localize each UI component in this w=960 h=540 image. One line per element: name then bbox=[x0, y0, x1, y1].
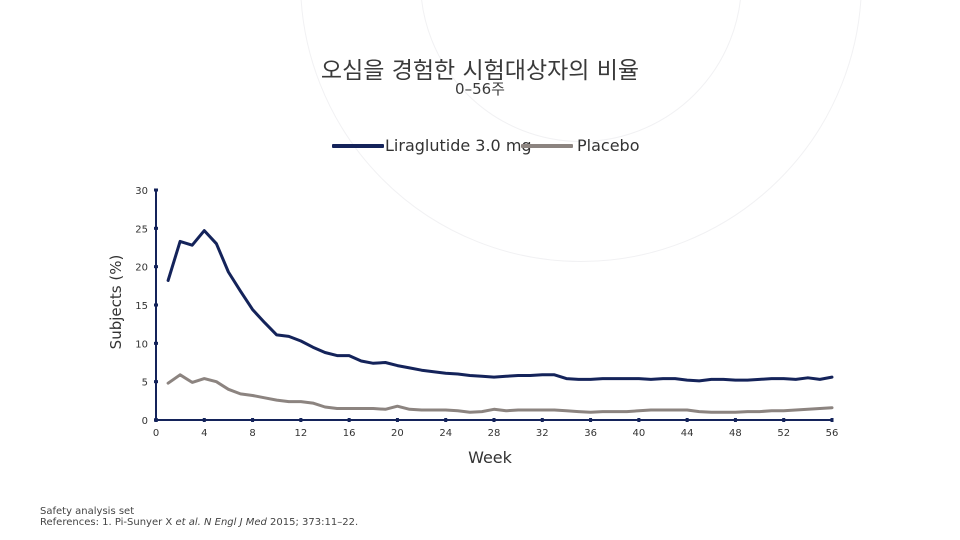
footnote-references: References: 1. Pi-Sunyer X et al. N Engl… bbox=[40, 517, 358, 528]
y-tick-label: 15 bbox=[135, 301, 148, 312]
x-tick-label: 4 bbox=[201, 428, 207, 439]
x-tick-label: 44 bbox=[681, 428, 694, 439]
x-tick-label: 56 bbox=[826, 428, 839, 439]
x-tick-label: 20 bbox=[391, 428, 404, 439]
y-tick-label: 20 bbox=[135, 263, 148, 274]
y-tick-label: 25 bbox=[135, 224, 148, 235]
x-axis-title: Week bbox=[468, 448, 512, 467]
x-tick-label: 8 bbox=[249, 428, 255, 439]
series-line-liraglutide bbox=[166, 229, 834, 383]
footnote-references-suffix: 2015; 373:11–22. bbox=[266, 517, 359, 528]
legend-swatch-liraglutide bbox=[332, 144, 384, 148]
x-tick-label: 36 bbox=[584, 428, 597, 439]
x-tick-label: 16 bbox=[343, 428, 356, 439]
legend-swatch-placebo bbox=[521, 144, 573, 148]
y-tick-label: 0 bbox=[142, 416, 148, 427]
series-line-placebo bbox=[166, 373, 834, 414]
y-tick-label: 5 bbox=[142, 378, 148, 389]
chart-subtitle: 0–56주 bbox=[455, 80, 505, 98]
footnote-analysis-set: Safety analysis set bbox=[40, 506, 135, 517]
legend-label-liraglutide: Liraglutide 3.0 mg bbox=[385, 136, 532, 155]
chart-title: 오심을 경험한 시험대상자의 비율 bbox=[320, 58, 640, 84]
x-tick-label: 28 bbox=[488, 428, 501, 439]
x-tick-label: 48 bbox=[729, 428, 742, 439]
x-tick-label: 40 bbox=[632, 428, 645, 439]
legend-label-placebo: Placebo bbox=[577, 136, 640, 155]
y-tick-label: 30 bbox=[135, 186, 148, 197]
x-tick-label: 52 bbox=[777, 428, 790, 439]
footnote-references-etal: et al. N Engl J Med bbox=[175, 517, 267, 528]
footnote-references-prefix: References: 1. Pi-Sunyer X bbox=[40, 517, 176, 528]
x-tick-label: 32 bbox=[536, 428, 549, 439]
x-tick-label: 24 bbox=[439, 428, 452, 439]
y-tick-label: 10 bbox=[135, 339, 148, 350]
x-tick-label: 0 bbox=[153, 428, 159, 439]
x-tick-label: 12 bbox=[294, 428, 307, 439]
